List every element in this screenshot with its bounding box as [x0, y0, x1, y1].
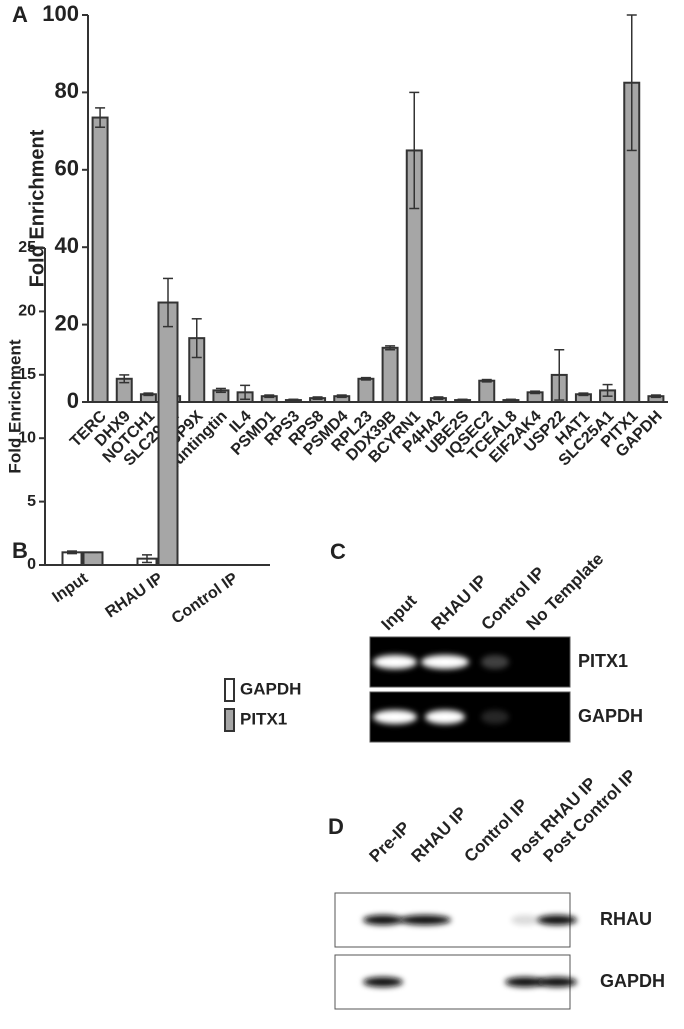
- error-bar: [650, 394, 661, 399]
- band: [373, 710, 417, 724]
- row-label: RHAU: [600, 909, 652, 929]
- band: [481, 655, 509, 669]
- bar: [357, 377, 375, 403]
- bar: [478, 379, 496, 403]
- error-bar: [119, 374, 130, 384]
- band: [481, 710, 509, 724]
- error-bar: [481, 378, 492, 383]
- error-bar: [433, 396, 444, 401]
- error-bar: [530, 390, 541, 395]
- error-bar: [602, 383, 613, 397]
- band: [373, 655, 417, 669]
- panel-label: A: [12, 2, 28, 27]
- panel-label: B: [12, 538, 28, 563]
- band: [421, 655, 469, 669]
- x-tick-label: RHAU IP: [103, 570, 167, 622]
- y-tick-label: 10: [18, 429, 36, 446]
- panel-label: C: [330, 539, 346, 564]
- y-tick-label: 40: [55, 233, 79, 258]
- legend-swatch: [224, 708, 235, 732]
- bar: [381, 346, 399, 404]
- y-tick-label: 100: [42, 1, 79, 26]
- error-bar: [191, 318, 202, 359]
- bar: [82, 551, 104, 567]
- error-bar: [626, 14, 637, 152]
- lane-label: Pre-IP: [366, 818, 414, 866]
- y-tick-label: 25: [18, 239, 36, 256]
- error-bar: [409, 91, 420, 210]
- row-label: PITX1: [578, 651, 628, 671]
- x-tick-label: Input: [49, 569, 91, 606]
- error-bar: [264, 394, 275, 399]
- error-bar: [240, 384, 251, 401]
- row-label: GAPDH: [578, 706, 643, 726]
- y-tick-label: 0: [67, 388, 79, 413]
- legend-label: GAPDH: [240, 679, 301, 698]
- error-bar: [360, 376, 371, 381]
- lane-label: No Template: [523, 549, 608, 634]
- error-bar: [578, 392, 589, 397]
- error-bar: [554, 349, 565, 401]
- band: [425, 710, 465, 724]
- error-bar: [385, 345, 396, 351]
- error-bar: [163, 277, 173, 328]
- error-bar: [143, 392, 154, 397]
- band: [399, 915, 451, 925]
- x-tick-label: Control IP: [169, 570, 242, 628]
- lane-label: Input: [378, 591, 421, 634]
- y-tick-label: 20: [55, 310, 79, 335]
- y-tick-label: 20: [18, 303, 36, 320]
- panel-label: D: [328, 814, 344, 839]
- y-tick-label: 0: [27, 556, 36, 573]
- y-tick-label: 80: [55, 78, 79, 103]
- error-bar: [336, 394, 347, 399]
- bar: [157, 301, 179, 566]
- error-bar: [312, 396, 323, 401]
- error-bar: [457, 398, 468, 402]
- band: [537, 915, 577, 925]
- legend-label: PITX1: [240, 709, 287, 728]
- error-bar: [142, 554, 152, 564]
- y-tick-label: 15: [18, 366, 36, 383]
- band: [511, 915, 539, 925]
- band: [537, 977, 577, 987]
- error-bar: [288, 398, 299, 402]
- error-bar: [95, 107, 106, 128]
- error-bar: [67, 550, 77, 555]
- band: [505, 977, 545, 987]
- row-label: GAPDH: [600, 971, 665, 991]
- y-tick-label: 60: [55, 156, 79, 181]
- error-bar: [505, 398, 516, 402]
- lane-label: RHAU IP: [408, 803, 471, 866]
- band: [363, 977, 403, 987]
- y-axis-label: Fold Enrichment: [5, 339, 24, 473]
- y-tick-label: 5: [27, 493, 36, 510]
- error-bar: [215, 387, 226, 394]
- legend-swatch: [224, 678, 235, 702]
- bar: [91, 116, 109, 404]
- band: [363, 915, 403, 925]
